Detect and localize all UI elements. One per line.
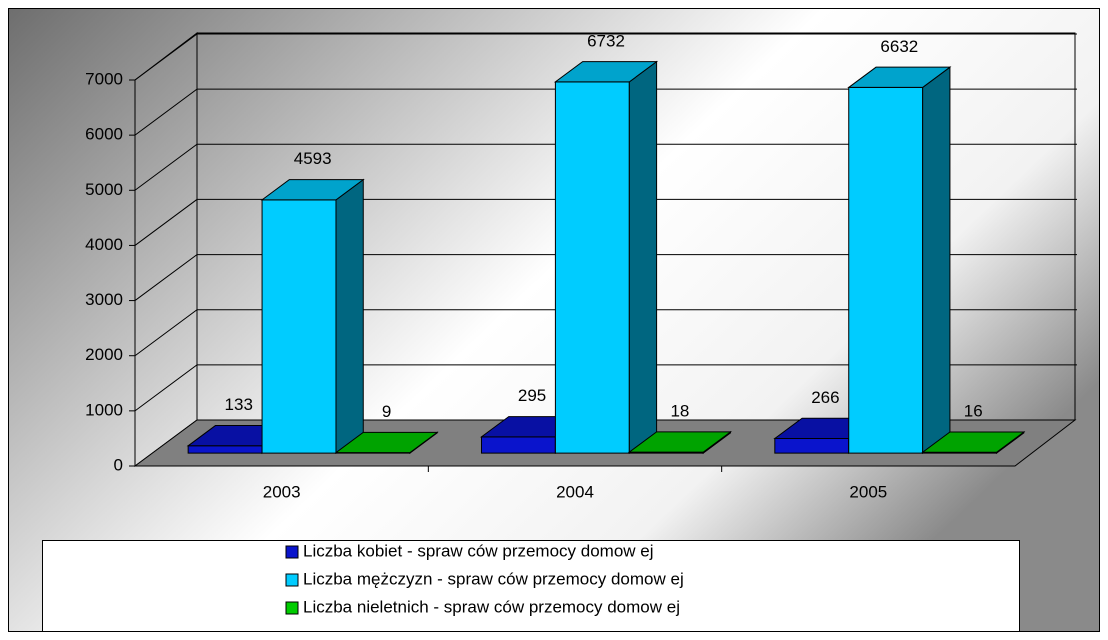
bar	[260, 178, 365, 455]
y-tick-label: 7000	[85, 69, 123, 88]
bar-top	[847, 66, 952, 88]
legend-label: Liczba mężczyzn - spraw ców przemocy dom…	[303, 569, 684, 588]
bar-top	[260, 179, 365, 201]
bar	[847, 66, 952, 455]
value-label: 9	[382, 402, 391, 421]
bar-top	[627, 431, 733, 453]
legend-label: Liczba nieletnich - spraw ców przemocy d…	[303, 597, 680, 616]
y-tick-label: 0	[114, 455, 123, 474]
grid-line	[134, 88, 1077, 136]
bar-front	[554, 81, 630, 454]
grid-line	[134, 198, 1077, 246]
bar-side	[335, 178, 364, 455]
bar-front	[480, 436, 556, 454]
bar-top	[921, 431, 1026, 453]
grid-line	[134, 254, 1077, 301]
legend-swatch	[285, 545, 299, 559]
bar	[334, 431, 439, 455]
bar-top	[334, 431, 439, 454]
grid-line	[134, 364, 1077, 412]
bar-front	[774, 437, 850, 454]
x-tick-label: 2003	[263, 482, 301, 501]
y-tick-label: 3000	[85, 290, 123, 309]
value-label: 266	[811, 388, 839, 407]
value-label: 4593	[294, 149, 332, 168]
legend-label: Liczba kobiet - spraw ców przemocy domow…	[303, 541, 654, 560]
y-tick-label: 2000	[85, 345, 123, 364]
grid-line	[134, 143, 1077, 191]
y-tick-label: 5000	[85, 180, 123, 199]
bar-top	[553, 61, 659, 83]
bar-front	[261, 199, 337, 454]
bar	[921, 431, 1026, 455]
y-tick-label: 4000	[85, 235, 123, 254]
legend	[42, 540, 1020, 632]
grid-line	[134, 309, 1077, 357]
value-label: 295	[518, 386, 546, 405]
value-label: 6632	[880, 37, 918, 56]
value-label: 16	[964, 402, 983, 421]
y-tick-label: 6000	[85, 125, 123, 144]
value-label: 6732	[587, 31, 625, 50]
x-tick-label: 2005	[849, 482, 887, 501]
bar-front	[848, 86, 924, 454]
bar	[553, 60, 659, 455]
bar-front	[187, 445, 263, 454]
bar	[627, 430, 733, 455]
legend-swatch	[285, 601, 299, 615]
value-label: 18	[670, 401, 689, 420]
y-tick-label: 1000	[85, 400, 123, 419]
bar-side	[628, 60, 658, 455]
legend-swatch	[285, 573, 299, 587]
grid-line	[134, 33, 1077, 81]
bar-side	[922, 66, 951, 455]
value-label: 133	[225, 395, 253, 414]
x-tick-label: 2004	[556, 482, 594, 501]
